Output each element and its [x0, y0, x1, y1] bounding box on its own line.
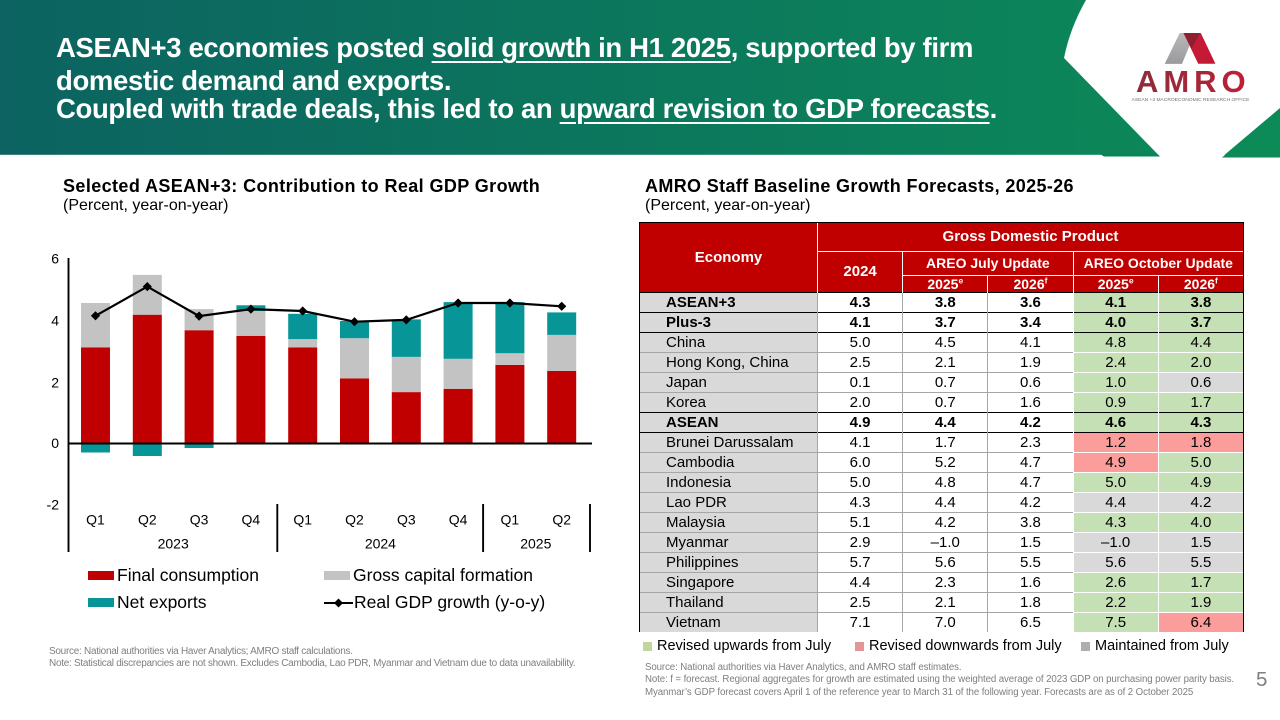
svg-text:Q2: Q2	[345, 511, 364, 527]
svg-text:2025: 2025	[520, 536, 551, 552]
svg-text:Q1: Q1	[501, 511, 520, 527]
svg-text:0: 0	[51, 435, 59, 451]
svg-text:Q3: Q3	[190, 511, 209, 527]
svg-text:Q2: Q2	[138, 511, 157, 527]
svg-text:Q2: Q2	[552, 511, 571, 527]
svg-text:AMRO: AMRO	[1136, 64, 1251, 99]
svg-text:ASEAN +3 MACROECONOMIC RESEARC: ASEAN +3 MACROECONOMIC RESEARCH OFFICE	[1132, 97, 1251, 103]
svg-text:Q1: Q1	[86, 511, 105, 527]
svg-text:Q4: Q4	[449, 511, 468, 527]
svg-text:2023: 2023	[158, 536, 189, 552]
svg-text:2: 2	[51, 375, 59, 391]
svg-text:Q4: Q4	[242, 511, 261, 527]
svg-text:Q1: Q1	[293, 511, 312, 527]
svg-text:6: 6	[51, 250, 59, 266]
svg-text:Q3: Q3	[397, 511, 416, 527]
svg-text:-2: -2	[47, 497, 60, 513]
svg-text:2024: 2024	[365, 536, 396, 552]
svg-text:4: 4	[51, 313, 59, 329]
